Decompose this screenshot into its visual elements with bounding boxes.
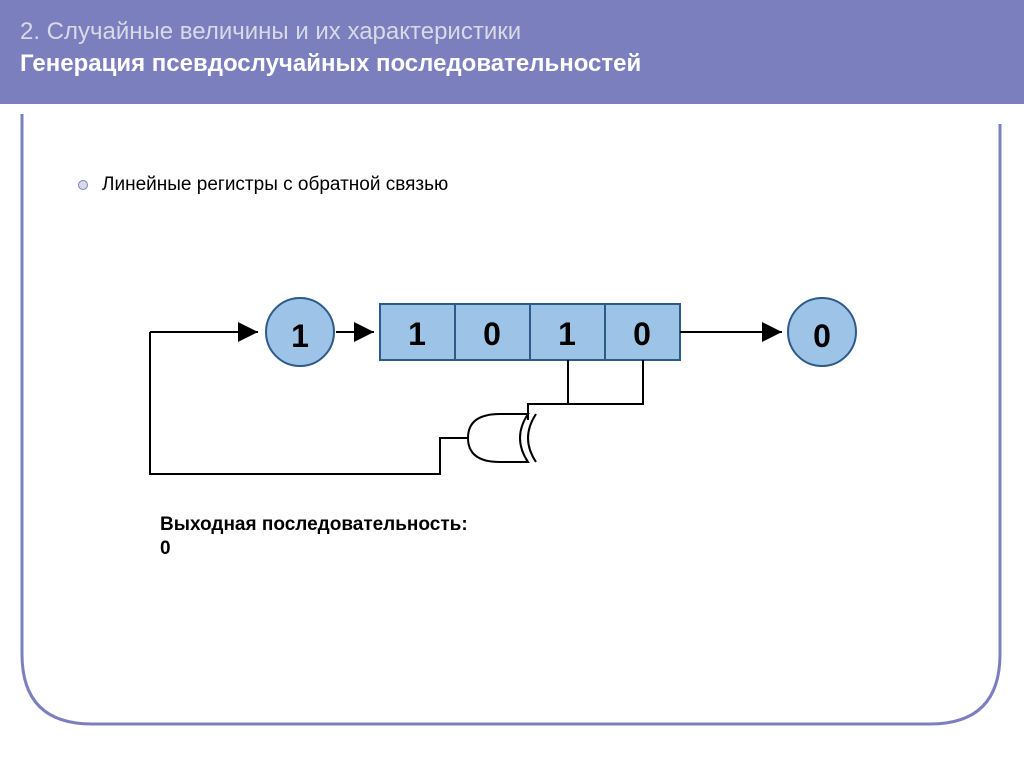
- slide-header: 2. Случайные величины и их характеристик…: [0, 0, 1024, 104]
- bullet-icon: [78, 180, 88, 190]
- reg-cell-0: 1: [408, 316, 426, 352]
- output-node-label: 0: [813, 318, 831, 354]
- lfsr-diagram: 1 0 1 0 1 0: [150, 298, 856, 474]
- bullet-text: Линейные регистры с обратной связью: [102, 174, 448, 196]
- slide-body: 1 0 1 0 1 0: [0, 114, 1024, 754]
- reg-cell-2: 1: [558, 316, 576, 352]
- content-svg: 1 0 1 0 1 0: [0, 114, 1024, 754]
- tap-line-2: [528, 360, 643, 404]
- shift-register: 1 0 1 0: [380, 304, 680, 360]
- header-subtitle: 2. Случайные величины и их характеристик…: [20, 18, 1004, 46]
- output-sequence-label: Выходная последовательность:: [160, 514, 468, 536]
- reg-cell-1: 0: [483, 316, 501, 352]
- reg-cell-3: 0: [633, 316, 651, 352]
- tap-line-1: [528, 360, 568, 420]
- output-sequence-value: 0: [160, 538, 171, 560]
- xor-gate: [468, 414, 536, 462]
- bullet-item: Линейные регистры с обратной связью: [78, 174, 448, 196]
- header-title: Генерация псевдослучайных последовательн…: [20, 50, 1004, 78]
- input-node-label: 1: [291, 318, 309, 354]
